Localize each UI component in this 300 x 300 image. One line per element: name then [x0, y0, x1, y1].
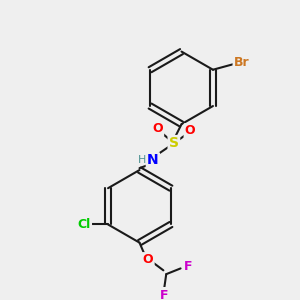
- Text: O: O: [143, 253, 153, 266]
- Text: N: N: [147, 154, 159, 167]
- Text: Br: Br: [234, 56, 249, 69]
- Text: F: F: [160, 289, 169, 300]
- Text: F: F: [184, 260, 193, 273]
- Text: H: H: [138, 154, 146, 164]
- Text: O: O: [185, 124, 195, 137]
- Text: Cl: Cl: [78, 218, 91, 231]
- Text: O: O: [152, 122, 163, 136]
- Text: S: S: [169, 136, 179, 150]
